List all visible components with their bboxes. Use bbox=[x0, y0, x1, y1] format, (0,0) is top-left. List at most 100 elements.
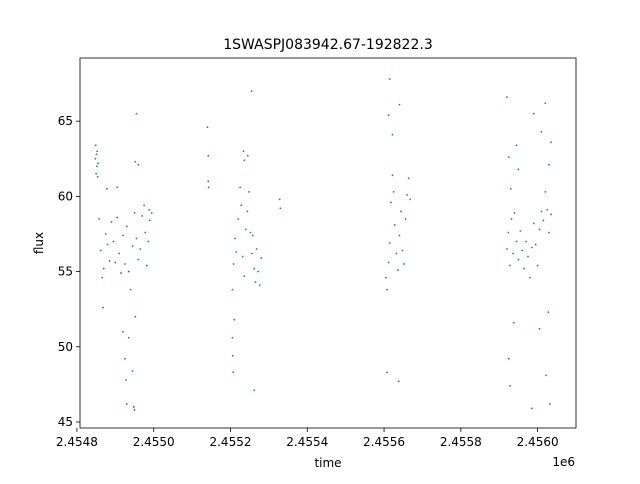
data-point bbox=[234, 237, 237, 240]
data-point bbox=[97, 162, 99, 165]
data-point bbox=[409, 198, 412, 201]
data-point bbox=[392, 190, 395, 193]
data-point bbox=[407, 177, 410, 180]
data-point bbox=[547, 311, 550, 314]
data-point bbox=[240, 204, 243, 207]
y-tick-label: 60 bbox=[58, 189, 73, 203]
data-point bbox=[125, 378, 127, 381]
data-point bbox=[507, 156, 510, 159]
data-point bbox=[104, 233, 107, 235]
x-tick-label: 2.4552 bbox=[209, 435, 251, 449]
data-point bbox=[510, 218, 513, 220]
data-point bbox=[507, 357, 510, 360]
data-point bbox=[525, 240, 527, 243]
data-point bbox=[133, 212, 136, 214]
data-point bbox=[534, 243, 537, 246]
data-point bbox=[254, 281, 257, 284]
x-tick-label: 2.4548 bbox=[56, 435, 98, 449]
plot-area bbox=[94, 78, 552, 411]
data-point bbox=[249, 231, 252, 234]
y-axis-label: flux bbox=[32, 232, 46, 254]
data-point bbox=[391, 174, 394, 177]
data-point bbox=[251, 252, 253, 255]
data-point bbox=[135, 112, 138, 115]
data-point bbox=[131, 369, 134, 372]
data-point bbox=[116, 216, 119, 219]
data-point bbox=[530, 246, 533, 249]
data-point bbox=[99, 249, 102, 252]
data-point bbox=[548, 163, 551, 166]
x-tick-label: 2.4554 bbox=[286, 435, 328, 449]
data-point bbox=[141, 215, 144, 217]
data-point bbox=[509, 264, 511, 267]
data-point bbox=[544, 190, 547, 193]
data-point bbox=[246, 154, 249, 157]
data-point bbox=[517, 258, 520, 261]
data-point bbox=[391, 133, 394, 136]
data-point bbox=[390, 201, 392, 204]
data-point bbox=[385, 276, 387, 279]
data-point bbox=[125, 225, 128, 228]
data-point bbox=[517, 168, 520, 171]
data-point bbox=[513, 212, 516, 214]
data-point bbox=[257, 270, 260, 273]
data-point bbox=[538, 228, 541, 231]
data-point bbox=[133, 409, 136, 411]
data-point bbox=[258, 284, 261, 287]
x-tick-label: 2.4560 bbox=[517, 435, 559, 449]
data-point bbox=[506, 248, 508, 250]
data-point bbox=[515, 240, 518, 243]
y-tick-label: 50 bbox=[58, 340, 73, 354]
data-point bbox=[515, 144, 518, 147]
data-point bbox=[122, 330, 124, 333]
data-point bbox=[393, 224, 396, 226]
data-point bbox=[260, 257, 263, 259]
data-point bbox=[241, 255, 244, 258]
data-point bbox=[278, 198, 281, 201]
data-point bbox=[544, 102, 547, 105]
data-point bbox=[105, 187, 108, 190]
data-point bbox=[521, 249, 524, 252]
y-tick-label: 55 bbox=[58, 265, 73, 279]
data-point bbox=[129, 288, 132, 291]
data-point bbox=[207, 154, 210, 157]
data-point bbox=[101, 276, 104, 279]
data-point bbox=[231, 354, 234, 357]
data-point bbox=[388, 78, 391, 80]
data-point bbox=[386, 288, 389, 291]
data-point bbox=[538, 327, 541, 330]
data-point bbox=[251, 234, 254, 237]
data-point bbox=[135, 237, 138, 240]
data-point bbox=[144, 231, 147, 234]
data-point bbox=[540, 210, 543, 213]
data-point bbox=[532, 222, 535, 225]
data-point bbox=[94, 157, 97, 160]
data-point bbox=[143, 204, 146, 207]
data-point bbox=[248, 190, 250, 193]
data-point bbox=[233, 318, 236, 321]
data-point bbox=[396, 269, 399, 271]
x-axis-offset-label: 1e6 bbox=[552, 455, 575, 469]
data-point bbox=[244, 228, 247, 231]
data-point bbox=[114, 261, 117, 264]
data-point bbox=[232, 263, 235, 265]
data-point bbox=[550, 213, 552, 216]
x-tick-label: 2.4556 bbox=[363, 435, 405, 449]
data-point bbox=[540, 130, 543, 133]
x-axis-label: time bbox=[314, 456, 341, 470]
data-point bbox=[550, 141, 552, 144]
data-point bbox=[235, 251, 238, 253]
data-point bbox=[512, 252, 514, 255]
data-point bbox=[400, 210, 402, 213]
data-point bbox=[108, 260, 111, 262]
data-point bbox=[132, 406, 135, 408]
data-point bbox=[530, 407, 533, 410]
data-point bbox=[134, 160, 137, 163]
data-point bbox=[145, 264, 148, 267]
data-point bbox=[529, 276, 531, 279]
data-point bbox=[116, 186, 119, 189]
data-point bbox=[401, 249, 404, 252]
data-point bbox=[237, 218, 240, 220]
